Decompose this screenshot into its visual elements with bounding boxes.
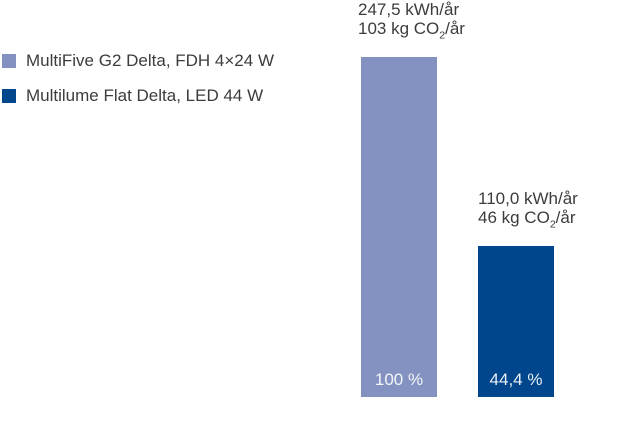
legend-swatch-multifive [2, 54, 16, 68]
annotation-energy-multifive: 247,5 kWh/år [358, 0, 460, 19]
bar-annotation-multilume: 110,0 kWh/år 46 kg CO2/år [478, 189, 578, 231]
legend-label-multilume: Multilume Flat Delta, LED 44 W [26, 86, 264, 105]
bar-multifive: 100 % [361, 57, 437, 397]
annotation-energy-multilume: 110,0 kWh/år [478, 189, 578, 208]
bar-multilume: 44,4 % [478, 246, 554, 397]
bar-percent-multifive: 100 % [374, 370, 424, 389]
legend-label-multifive: MultiFive G2 Delta, FDH 4×24 W [26, 51, 274, 70]
legend-item-multifive: MultiFive G2 Delta, FDH 4×24 W [2, 52, 274, 70]
legend-item-multilume: Multilume Flat Delta, LED 44 W [2, 87, 263, 105]
bar-percent-multilume: 44,4 % [489, 370, 543, 389]
bar-annotation-multifive: 247,5 kWh/år 103 kg CO2/år [358, 0, 465, 42]
legend-swatch-multilume [2, 89, 16, 103]
annotation-co2-multilume: 46 kg CO2/år [478, 208, 576, 231]
annotation-co2-multifive: 103 kg CO2/år [358, 19, 465, 42]
